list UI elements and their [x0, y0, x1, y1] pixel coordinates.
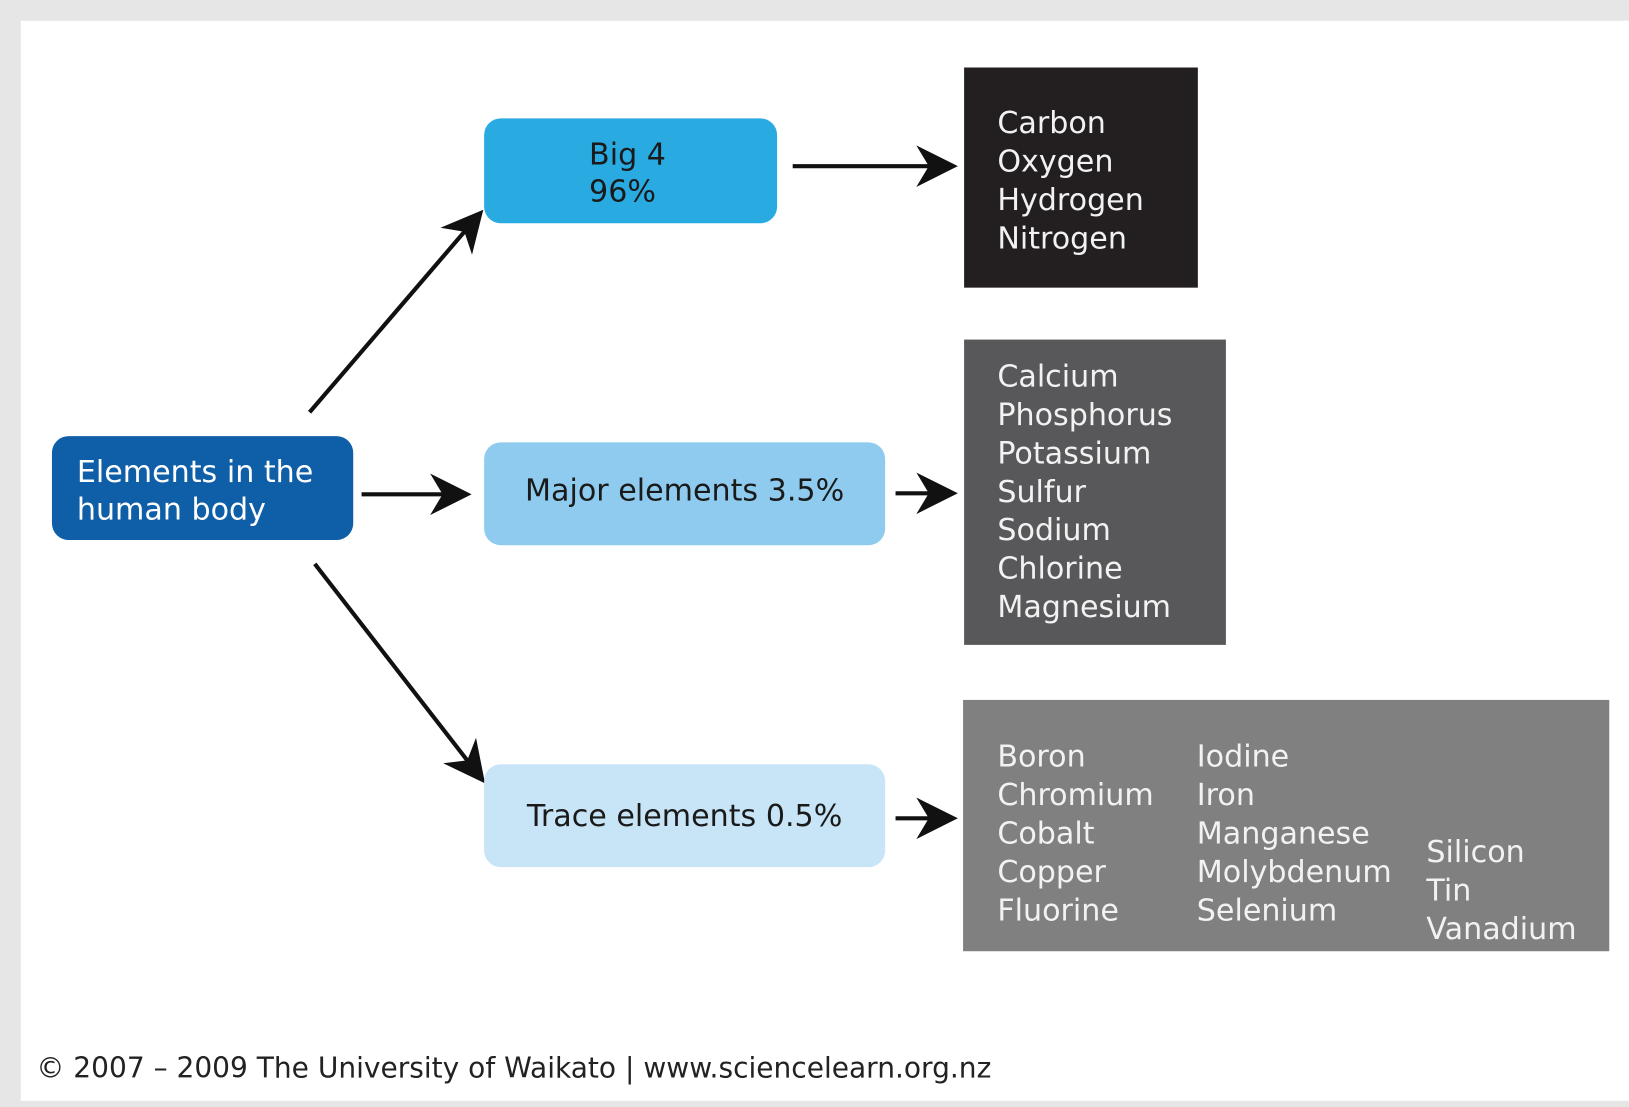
- group-label: Major elements 3.5%: [525, 474, 844, 509]
- group-label: Trace elements 0.5%: [526, 799, 842, 834]
- element-name: Tin: [1425, 874, 1471, 909]
- group-box: [484, 764, 886, 868]
- element-name: Silicon: [1426, 835, 1524, 870]
- root-box: [51, 436, 354, 540]
- element-name: Cobalt: [997, 816, 1094, 851]
- group-box: [484, 442, 886, 546]
- element-name: Molybdenum: [1197, 855, 1392, 890]
- root-label: human body: [77, 492, 266, 527]
- arrows: [308, 145, 958, 840]
- arrow: [308, 209, 484, 414]
- element-name: Sodium: [997, 513, 1110, 548]
- element-name: Chlorine: [997, 552, 1122, 587]
- element-name: Fluorine: [997, 893, 1119, 928]
- element-name: Boron: [997, 740, 1085, 775]
- element-name: Nitrogen: [997, 221, 1127, 256]
- group-label: Big 4: [589, 137, 666, 172]
- element-name: Sulfur: [997, 475, 1086, 510]
- element-name: Vanadium: [1426, 912, 1576, 947]
- element-name: Selenium: [1197, 893, 1337, 928]
- element-name: Oxygen: [997, 145, 1113, 180]
- element-name: Chromium: [997, 778, 1153, 813]
- element-name: Manganese: [1197, 816, 1370, 851]
- element-name: Iodine: [1197, 740, 1289, 775]
- element-name: Copper: [997, 855, 1106, 890]
- element-box: [964, 339, 1226, 645]
- element-name: Hydrogen: [997, 183, 1143, 218]
- element-name: Phosphorus: [997, 398, 1172, 433]
- element-name: Calcium: [997, 360, 1118, 395]
- group-box: [484, 118, 778, 224]
- element-box: [963, 699, 1610, 952]
- element-name: Potassium: [997, 436, 1151, 471]
- arrow: [313, 562, 486, 784]
- element-box: [964, 67, 1198, 288]
- group-label: 96%: [589, 175, 656, 210]
- element-name: Carbon: [997, 106, 1106, 141]
- element-name: Magnesium: [997, 590, 1171, 625]
- element-name: Iron: [1197, 778, 1255, 813]
- footer: © 2007 – 2009 The University of Waikato …: [36, 1052, 991, 1085]
- root-label: Elements in the: [77, 455, 313, 490]
